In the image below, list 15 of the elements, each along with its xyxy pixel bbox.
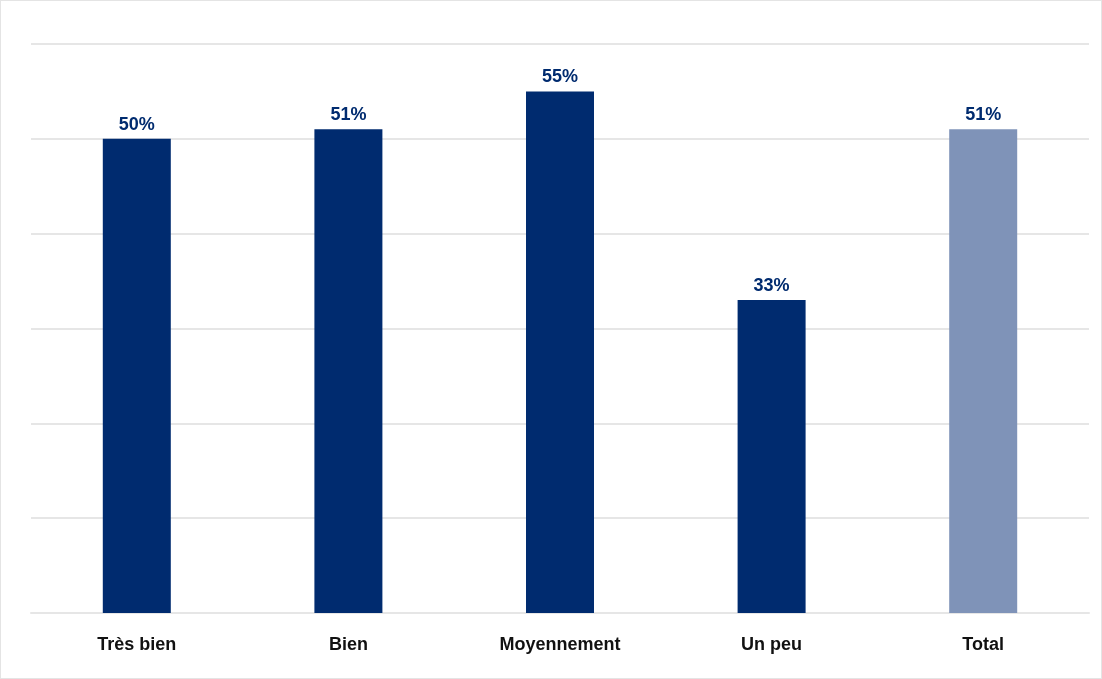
bar — [102, 138, 171, 613]
data-label: 33% — [753, 275, 790, 296]
data-label: 51% — [965, 104, 1002, 125]
x-tick-label: Total — [962, 634, 1005, 654]
bar — [737, 300, 806, 613]
data-label: 55% — [541, 66, 579, 87]
bar — [526, 91, 594, 613]
x-tick-label: Moyennement — [499, 634, 621, 654]
data-label: 51% — [330, 104, 367, 125]
bar — [314, 129, 383, 613]
data-label: 50% — [118, 113, 155, 134]
x-tick-label: Un peu — [741, 634, 803, 654]
x-tick-label: Très bien — [97, 634, 177, 654]
x-tick-label: Bien — [328, 634, 368, 654]
bar — [949, 129, 1018, 613]
